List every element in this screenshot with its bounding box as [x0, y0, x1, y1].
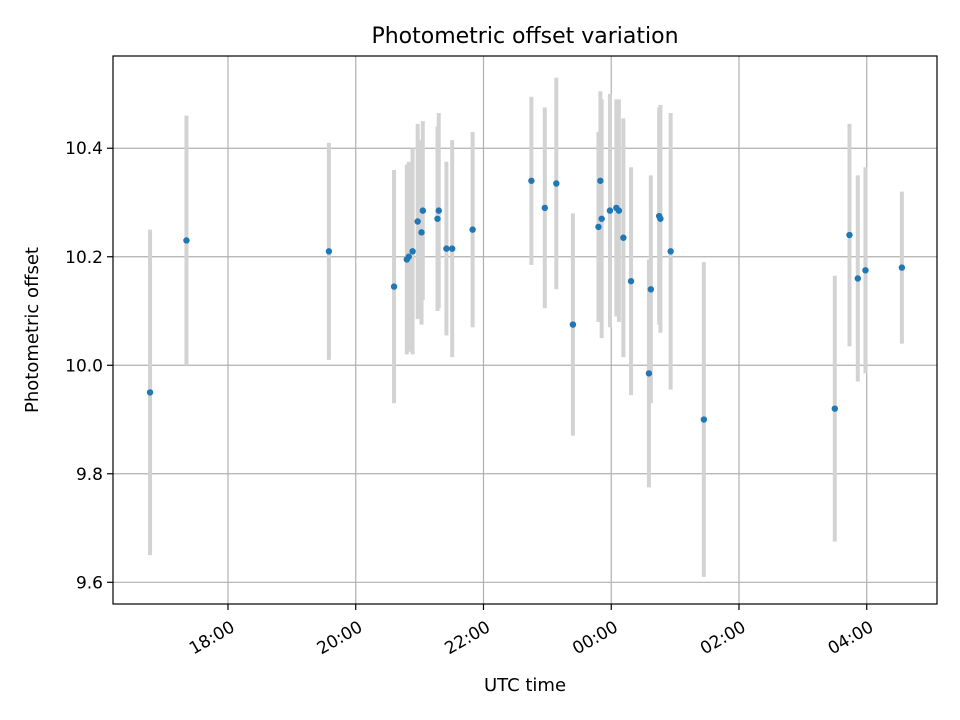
- x-tick-label: 00:00: [569, 617, 621, 659]
- x-axis-label: UTC time: [484, 675, 566, 696]
- data-point: [647, 286, 655, 293]
- data-point: [862, 267, 869, 274]
- x-tick-label: 02:00: [697, 617, 749, 659]
- data-points: [146, 177, 906, 423]
- data-point: [854, 275, 861, 282]
- data-point: [645, 370, 653, 377]
- data-point: [405, 253, 412, 260]
- data-point: [469, 226, 476, 233]
- data-point: [553, 180, 560, 187]
- data-point: [657, 215, 664, 222]
- data-point: [528, 177, 535, 184]
- data-point: [443, 245, 450, 252]
- data-point: [595, 223, 602, 231]
- x-axis-ticks: 18:00 20:00 22:00 00:00 02:00 04:00: [186, 604, 877, 659]
- y-tick-label: 9.6: [76, 573, 103, 593]
- data-point: [846, 231, 853, 239]
- plot-frame: [112, 55, 938, 605]
- data-point: [898, 264, 906, 271]
- data-point: [620, 234, 627, 241]
- data-point: [434, 215, 441, 222]
- data-point: [541, 204, 549, 212]
- x-tick-label: 22:00: [441, 617, 493, 659]
- data-point: [418, 229, 425, 236]
- data-point: [325, 248, 333, 255]
- y-tick-label: 10.2: [65, 248, 103, 268]
- data-point: [700, 416, 708, 423]
- data-point: [597, 177, 604, 184]
- data-point: [419, 207, 426, 214]
- x-tick-label: 20:00: [314, 617, 366, 659]
- data-point: [569, 321, 577, 328]
- data-point: [390, 283, 398, 290]
- y-tick-label: 10.0: [65, 356, 103, 376]
- data-point: [146, 389, 154, 396]
- error-bars: [148, 77, 904, 577]
- data-point: [414, 218, 421, 225]
- grid-lines: [113, 56, 937, 604]
- data-point: [615, 207, 623, 214]
- y-tick-label: 10.4: [65, 139, 103, 159]
- data-point: [183, 237, 190, 244]
- data-point: [667, 248, 674, 255]
- y-tick-label: 9.8: [76, 465, 103, 485]
- data-point: [448, 245, 456, 252]
- data-point: [598, 215, 605, 222]
- data-point: [409, 248, 416, 255]
- x-tick-label: 18:00: [186, 617, 238, 659]
- data-point: [831, 405, 838, 412]
- data-point: [435, 207, 442, 214]
- chart-title: Photometric offset variation: [371, 24, 678, 49]
- y-axis-label: Photometric offset: [22, 247, 43, 413]
- data-point: [627, 277, 635, 285]
- y-axis-ticks: 9.6 9.8 10.0 10.2 10.4: [65, 139, 113, 593]
- data-point: [606, 207, 614, 214]
- x-tick-label: 04:00: [825, 617, 877, 659]
